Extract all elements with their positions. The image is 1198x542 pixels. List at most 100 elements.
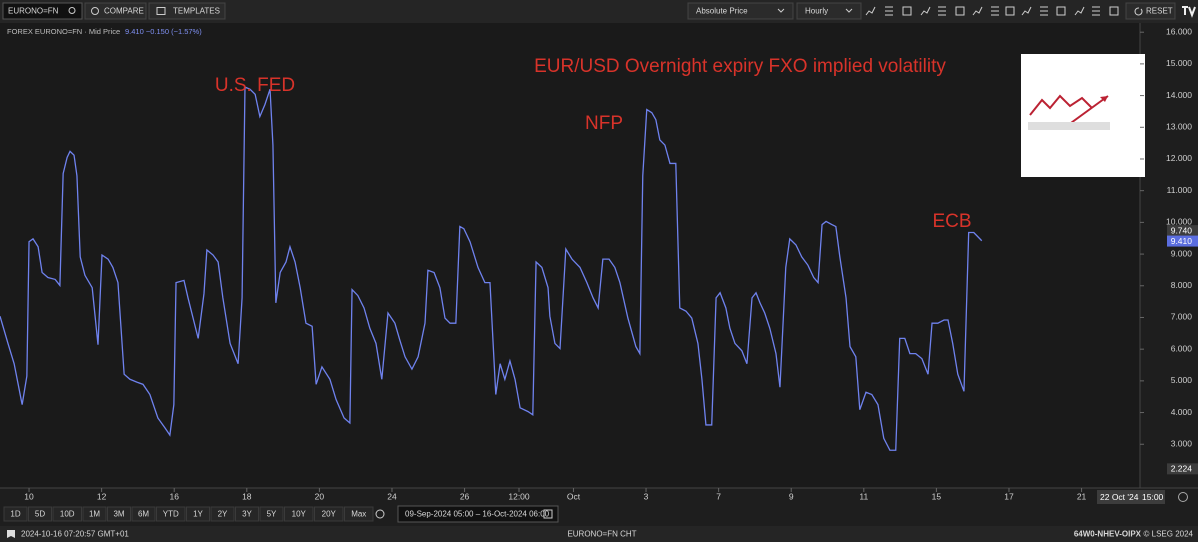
- range-button[interactable]: [210, 506, 235, 522]
- zoom-button[interactable]: [1178, 492, 1188, 502]
- range-button-label: 1D: [10, 510, 20, 519]
- range-button-label: 3Y: [242, 510, 252, 519]
- cursor-date: 22 Oct '24: [1100, 492, 1139, 502]
- tool-icon[interactable]: [1056, 6, 1066, 16]
- tool-icon[interactable]: [1074, 6, 1085, 16]
- symbol-input[interactable]: [2, 2, 83, 20]
- y-tick-label: 14.000: [1166, 90, 1192, 100]
- interval-dropdown[interactable]: [796, 2, 862, 20]
- range-button[interactable]: [131, 506, 156, 522]
- range-button[interactable]: [82, 506, 107, 522]
- y-tick-label: 16.000: [1166, 26, 1192, 36]
- range-button[interactable]: [284, 506, 314, 522]
- range-button-label: 2Y: [218, 510, 228, 519]
- x-tick-label: 3: [644, 491, 649, 501]
- event-annotation: U.S. FED: [215, 75, 295, 96]
- dropdown-arrow: [845, 8, 853, 13]
- x-tick-label: 16: [169, 491, 179, 501]
- y-tick-label: 3.000: [1171, 439, 1193, 449]
- price-type-dropdown[interactable]: [687, 2, 794, 20]
- tool-icon[interactable]: [955, 6, 965, 16]
- x-tick-label: 7: [716, 491, 721, 501]
- reset-icon: [1134, 7, 1143, 16]
- reset-label: RESET: [1146, 7, 1173, 16]
- price-label-box: [1167, 235, 1198, 247]
- range-button[interactable]: [235, 506, 259, 522]
- symbol-text: EURONO=FN: [8, 7, 59, 16]
- x-tick-label: 10: [24, 491, 34, 501]
- tool-icon[interactable]: [991, 6, 999, 16]
- price-line: [0, 86, 983, 451]
- toolbar: [0, 0, 1198, 23]
- tool-icon[interactable]: [1005, 6, 1015, 16]
- range-button[interactable]: [259, 506, 284, 522]
- tool-icon[interactable]: [938, 6, 946, 16]
- price-label: 9.740: [1171, 225, 1193, 235]
- interval-label: Hourly: [805, 7, 828, 16]
- x-tick-label: 26: [460, 491, 470, 501]
- tool-icon[interactable]: [1040, 6, 1048, 16]
- date-range-text: 09-Sep-2024 05:00 – 16-Oct-2024 06:00: [405, 510, 550, 519]
- range-button-label: Max: [351, 510, 366, 519]
- status-icon: [7, 530, 15, 538]
- x-tick-label: 12:00: [508, 491, 530, 501]
- y-tick-label: 12.000: [1166, 153, 1192, 163]
- logo-box: [1021, 54, 1145, 177]
- range-button[interactable]: [186, 506, 210, 522]
- range-button[interactable]: [3, 506, 28, 522]
- tool-icon[interactable]: [1021, 6, 1032, 16]
- y-tick-label: 5.000: [1171, 375, 1193, 385]
- y-tick-label: 9.000: [1171, 248, 1193, 258]
- range-button-label: 5D: [35, 510, 45, 519]
- cursor-time: 15:00: [1142, 492, 1164, 502]
- range-button[interactable]: [28, 506, 52, 522]
- price-label: 9.410: [1171, 236, 1193, 246]
- x-tick-label: 11: [859, 491, 868, 501]
- y-tick-label: 7.000: [1171, 312, 1193, 322]
- range-button[interactable]: [156, 506, 186, 522]
- y-tick-label: 6.000: [1171, 343, 1193, 353]
- compare-button[interactable]: [84, 2, 147, 20]
- logo-arrow: [1100, 96, 1108, 102]
- tool-icon[interactable]: [902, 6, 912, 16]
- range-button[interactable]: [52, 506, 82, 522]
- status-timestamp: 2024-10-16 07:20:57 GMT+01: [21, 530, 129, 539]
- templates-button[interactable]: [148, 2, 226, 20]
- price-label-box: [1167, 463, 1198, 475]
- x-tick-label: 18: [242, 491, 252, 501]
- range-button-label: 6M: [138, 510, 149, 519]
- status-bar: [0, 526, 1198, 542]
- range-button-label: 5Y: [267, 510, 277, 519]
- price-type-label: Absolute Price: [696, 7, 748, 16]
- cursor-label-box: [1097, 490, 1165, 504]
- event-annotation: ECB: [932, 211, 971, 232]
- compare-icon: [91, 7, 99, 15]
- tool-icon[interactable]: [1092, 6, 1100, 16]
- y-tick-label: 4.000: [1171, 407, 1193, 417]
- x-tick-label: 17: [1004, 491, 1014, 501]
- range-button-label: 3M: [113, 510, 124, 519]
- x-tick-label: 20: [315, 491, 325, 501]
- range-button[interactable]: [344, 506, 374, 522]
- date-range-input[interactable]: [397, 505, 559, 523]
- logo-strip: [1028, 122, 1110, 130]
- range-button[interactable]: [107, 506, 131, 522]
- search-icon[interactable]: [68, 7, 76, 14]
- tool-icons: [865, 6, 1119, 16]
- templates-label: TEMPLATES: [173, 7, 220, 16]
- range-settings-icon[interactable]: [375, 509, 385, 519]
- compare-label: COMPARE: [104, 7, 144, 16]
- status-copyright: © LSEG 2024: [1144, 530, 1194, 539]
- templates-icon: [156, 7, 166, 15]
- tool-icon[interactable]: [885, 6, 893, 16]
- tool-icon[interactable]: [920, 6, 931, 16]
- range-button[interactable]: [314, 506, 344, 522]
- range-button-label: 10D: [60, 510, 75, 519]
- tool-icon[interactable]: [865, 6, 876, 16]
- brand-logo: [1182, 6, 1196, 18]
- tool-icon[interactable]: [1109, 6, 1119, 16]
- range-button-label: 1M: [89, 510, 100, 519]
- tool-icon[interactable]: [972, 6, 983, 16]
- calendar-icon: [543, 509, 553, 519]
